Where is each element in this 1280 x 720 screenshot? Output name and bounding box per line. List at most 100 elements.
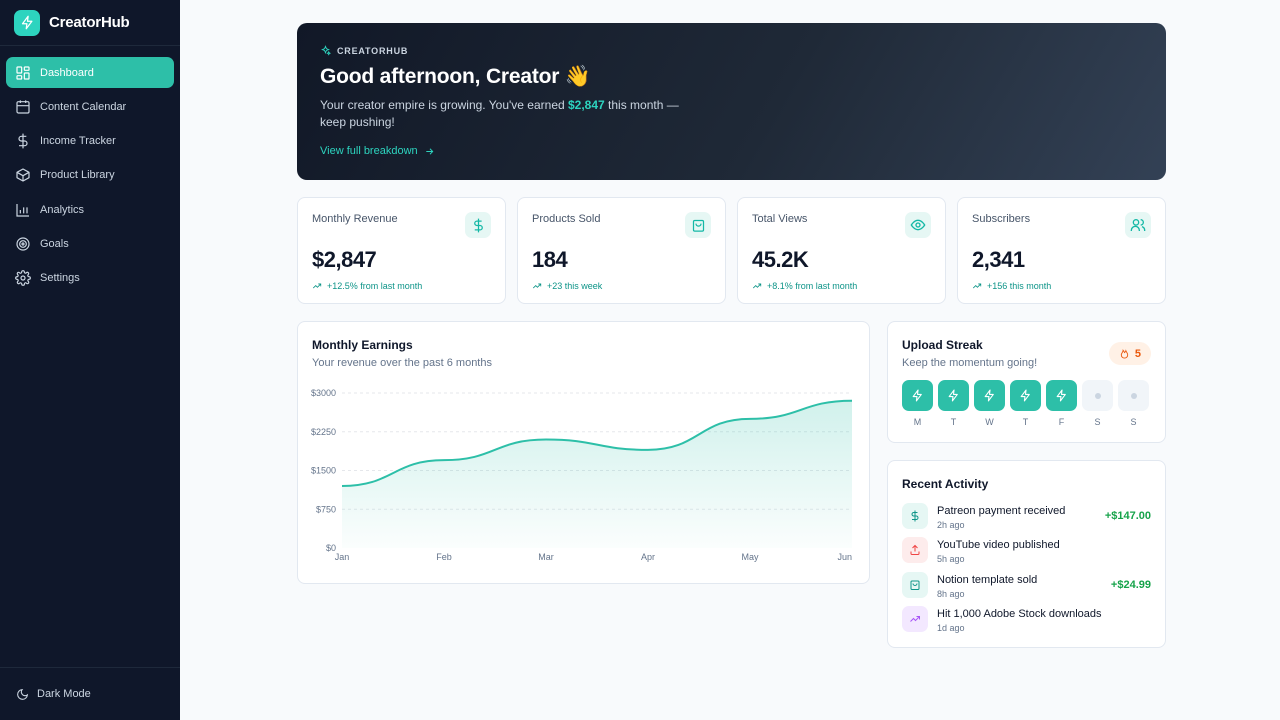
- stat-label: Total Views: [752, 213, 808, 225]
- x-tick-label: Jun: [837, 552, 852, 562]
- streak-count-badge: 5: [1108, 342, 1151, 365]
- earnings-series-line: [341, 399, 853, 487]
- dollar-icon: [18, 133, 28, 149]
- earnings-area-chart: $0 $750 $1500 $2250 $3000 Jan Feb Mar Apr May Jun: [311, 388, 858, 562]
- card-subtitle: Your revenue over the past 6 months: [312, 357, 492, 369]
- streak-day: S: [1118, 380, 1149, 427]
- view-breakdown-link[interactable]: View full breakdown: [320, 145, 435, 157]
- sidebar-item-label: Settings: [40, 272, 80, 285]
- greeting-subtitle: Your creator empire is growing. You've e…: [320, 97, 690, 131]
- y-tick-label: $2250: [311, 427, 336, 437]
- lightning-icon: [902, 380, 933, 411]
- target-icon: [16, 237, 30, 251]
- subtitle-text-end: this month — keep pushing!: [320, 98, 679, 129]
- shopping-bag-icon: [902, 571, 928, 598]
- sidebar-item-income-tracker[interactable]: Income Tracker: [6, 126, 174, 157]
- sidebar-item-analytics[interactable]: Analytics: [6, 194, 174, 225]
- streak-day: T: [938, 380, 969, 427]
- x-tick-label: Apr: [641, 552, 655, 562]
- shopping-bag-icon: [685, 212, 711, 238]
- sidebar-item-label: Income Tracker: [40, 135, 116, 148]
- sidebar-item-label: Dashboard: [40, 66, 94, 79]
- streak-day: T: [1010, 380, 1041, 427]
- day-label: M: [913, 417, 922, 427]
- day-label: F: [1058, 417, 1065, 427]
- stat-change: +23 this week: [532, 281, 711, 291]
- activity-item[interactable]: Hit 1,000 Adobe Stock downloads 1d ago: [902, 605, 1151, 640]
- stat-card-subscribers: Subscribers 2,341 +156 this month: [957, 197, 1166, 304]
- lightning-icon: [1010, 380, 1041, 411]
- data-point[interactable]: [642, 444, 654, 456]
- activity-item[interactable]: Notion template sold 8h ago +$24.99: [902, 571, 1151, 606]
- data-point[interactable]: [540, 434, 552, 446]
- x-tick-label: May: [741, 552, 759, 562]
- stat-value: 45.2K: [752, 247, 809, 272]
- data-point[interactable]: [744, 413, 756, 425]
- activity-text: Notion template sold 8h ago: [937, 572, 1037, 599]
- subtitle-text: Your creator empire is growing. You've e…: [320, 98, 568, 112]
- activity-text: YouTube video published 5h ago: [937, 537, 1060, 564]
- brand[interactable]: CreatorHub: [0, 0, 180, 46]
- stat-change-text: +23 this week: [547, 281, 603, 291]
- activity-amount: +$147.00: [1104, 510, 1151, 522]
- empty-day-indicator: [1082, 380, 1113, 411]
- dollar-icon: [465, 212, 491, 238]
- trending-up-icon: [532, 283, 542, 289]
- dark-mode-label: Dark Mode: [37, 688, 91, 700]
- sidebar: CreatorHub Dashboard Content Calendar In…: [0, 0, 180, 720]
- lightning-icon: [14, 9, 40, 36]
- stat-label: Monthly Revenue: [312, 213, 398, 225]
- activity-title: Hit 1,000 Adobe Stock downloads: [937, 607, 1102, 620]
- card-title: Upload Streak: [902, 338, 983, 352]
- y-tick-label: $750: [316, 504, 336, 514]
- empty-day-indicator: [1118, 380, 1149, 411]
- data-point[interactable]: [846, 395, 858, 407]
- day-label: T: [1022, 417, 1029, 427]
- activity-amount: +$24.99: [1110, 578, 1151, 591]
- streak-day: W: [974, 380, 1005, 427]
- card-subtitle: Keep the momentum going!: [902, 357, 1038, 369]
- trending-up-icon: [312, 283, 322, 289]
- banner-tag-text: CREATORHUB: [337, 45, 409, 56]
- lightning-icon: [1046, 380, 1077, 411]
- activity-time: 5h ago: [937, 554, 965, 565]
- stat-change: +8.1% from last month: [752, 281, 931, 291]
- sidebar-item-goals[interactable]: Goals: [6, 228, 174, 259]
- card-title: Recent Activity: [902, 477, 989, 491]
- eye-icon: [905, 212, 931, 238]
- upload-icon: [902, 537, 928, 564]
- greeting-title: Good afternoon, Creator 👋: [320, 65, 591, 88]
- stat-card-views: Total Views 45.2K +8.1% from last month: [737, 197, 946, 304]
- day-label: S: [1130, 417, 1137, 427]
- x-tick-label: Jan: [335, 552, 350, 562]
- arrow-right-icon: [425, 147, 433, 155]
- bar-chart-icon: [16, 203, 29, 217]
- y-tick-label: $3000: [311, 388, 336, 398]
- stat-value: 2,341: [972, 247, 1025, 272]
- activity-text: Hit 1,000 Adobe Stock downloads 1d ago: [937, 606, 1102, 633]
- sidebar-item-settings[interactable]: Settings: [6, 263, 174, 294]
- data-point[interactable]: [438, 454, 450, 466]
- streak-day: F: [1046, 380, 1077, 427]
- activity-item[interactable]: YouTube video published 5h ago: [902, 537, 1151, 571]
- sidebar-item-label: Goals: [40, 237, 69, 250]
- stat-change: +12.5% from last month: [312, 281, 491, 291]
- y-tick-label: $0: [326, 543, 336, 553]
- dollar-icon: [902, 503, 928, 529]
- sidebar-item-dashboard[interactable]: Dashboard: [6, 57, 174, 88]
- sidebar-item-product-library[interactable]: Product Library: [6, 160, 174, 191]
- stat-change-text: +156 this month: [987, 281, 1052, 291]
- streak-count: 5: [1134, 347, 1141, 360]
- stat-card-products: Products Sold 184 +23 this week: [517, 197, 726, 304]
- sidebar-nav: Dashboard Content Calendar Income Tracke…: [0, 46, 180, 294]
- data-point[interactable]: [336, 480, 348, 492]
- sidebar-item-content-calendar[interactable]: Content Calendar: [6, 91, 174, 122]
- trending-up-icon: [972, 283, 982, 289]
- activity-text: Patreon payment received 2h ago: [937, 503, 1065, 530]
- activity-item[interactable]: Patreon payment received 2h ago +$147.00: [902, 503, 1151, 537]
- dark-mode-toggle[interactable]: Dark Mode: [0, 667, 180, 720]
- trending-up-icon: [752, 283, 762, 289]
- streak-day: S: [1082, 380, 1113, 427]
- trending-up-icon: [902, 605, 928, 632]
- sparkles-icon: [321, 45, 331, 56]
